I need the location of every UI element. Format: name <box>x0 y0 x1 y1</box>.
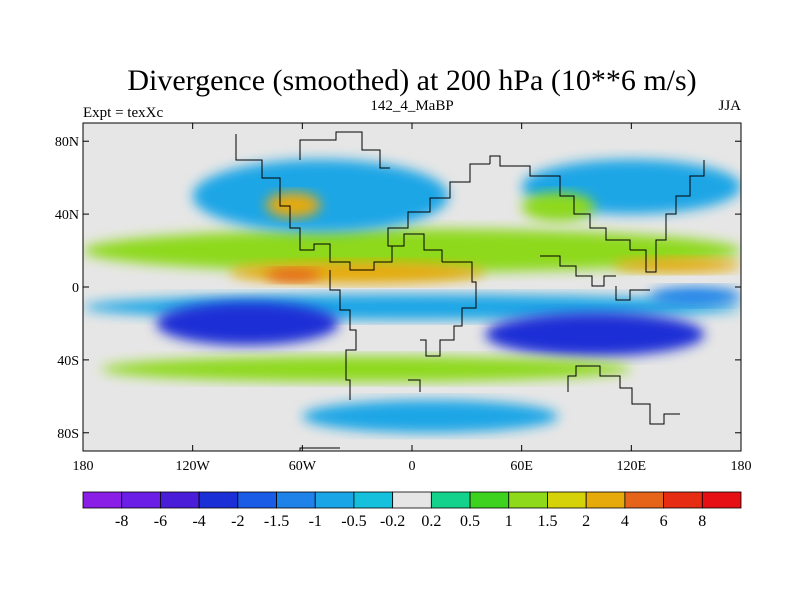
plot-area: 180 120W 60W 0 60E 120E 180 80N 40N 0 40S 80S <box>55 122 752 474</box>
x-tick-label-4: 60E <box>510 459 533 474</box>
colorbar-box-9 <box>430 491 471 509</box>
colorbar-label-1: -6 <box>154 513 167 530</box>
colorbar-label-11: 1.5 <box>537 513 557 530</box>
field-region-2 <box>485 312 705 357</box>
field-region-12 <box>521 192 595 222</box>
colorbar-label-14: 6 <box>660 513 668 530</box>
colorbar-box-3 <box>198 491 239 509</box>
colorbar: -8 -6 -4 -2 -1.5 -1 -0.5 -0.2 0.2 0.5 1 1.5 2 4 6 8 <box>82 491 742 530</box>
colorbar-label-3: -2 <box>231 513 244 530</box>
colorbar-label-8: 0.2 <box>421 513 441 530</box>
colorbar-box-0 <box>82 491 123 509</box>
y-tick-label-2: 0 <box>72 281 79 296</box>
colorbar-box-11 <box>508 491 548 509</box>
y-tick-label-4: 80S <box>57 427 79 442</box>
x-tick-label-0: 180 <box>73 459 94 474</box>
center-subtitle: 142_4_MaBP <box>370 98 453 114</box>
colorbar-label-4: -1.5 <box>264 513 289 530</box>
field-region-1 <box>156 301 339 346</box>
field-region-8 <box>302 399 559 433</box>
y-tick-label-0: 80N <box>55 135 79 150</box>
x-tick-label-6: 180 <box>731 459 752 474</box>
colorbar-label-6: -0.5 <box>341 513 366 530</box>
colorbar-box-10 <box>469 491 510 509</box>
field-region-13 <box>649 287 741 306</box>
colorbar-box-1 <box>121 491 161 509</box>
colorbar-label-9: 0.5 <box>460 513 480 530</box>
colorbar-box-15 <box>663 491 703 509</box>
chart-title: Divergence (smoothed) at 200 hPa (10**6 … <box>127 64 696 97</box>
field-region-11 <box>265 192 321 218</box>
colorbar-box-6 <box>314 491 355 509</box>
colorbar-label-0: -8 <box>115 513 128 530</box>
colorbar-box-7 <box>353 491 394 509</box>
colorbar-box-16 <box>701 491 742 509</box>
y-tick-label-3: 40S <box>57 354 79 369</box>
x-tick-label-2: 60W <box>289 459 317 474</box>
colorbar-box-5 <box>276 491 316 509</box>
colorbar-label-15: 8 <box>698 513 706 530</box>
x-tick-label-3: 0 <box>409 459 416 474</box>
colorbar-label-5: -1 <box>309 513 322 530</box>
colorbar-label-12: 2 <box>582 513 590 530</box>
colorbar-label-13: 4 <box>621 513 629 530</box>
divergence-field <box>83 159 741 433</box>
right-subtitle: JJA <box>718 98 741 114</box>
colorbar-label-10: 1 <box>505 513 513 530</box>
colorbar-box-4 <box>237 491 277 509</box>
field-region-5 <box>265 268 321 282</box>
x-tick-label-5: 120E <box>617 459 647 474</box>
field-region-3 <box>83 228 741 273</box>
x-tick-label-1: 120W <box>176 459 211 474</box>
field-region-6 <box>613 257 741 273</box>
colorbar-box-2 <box>160 491 200 509</box>
colorbar-box-13 <box>585 491 626 509</box>
field-region-7 <box>101 356 632 382</box>
x-axis: 180 120W 60W 0 60E 120E 180 <box>73 123 752 474</box>
colorbar-box-8 <box>392 491 432 509</box>
field-region-9 <box>192 159 449 233</box>
colorbar-box-14 <box>624 491 664 509</box>
coastlines <box>235 131 705 451</box>
colorbar-box-12 <box>547 491 587 509</box>
y-tick-label-1: 40N <box>55 208 79 223</box>
left-subtitle: Expt = texXc <box>83 105 163 121</box>
field-region-4 <box>229 261 486 284</box>
y-axis: 80N 40N 0 40S 80S <box>55 135 741 442</box>
colorbar-label-2: -4 <box>192 513 205 530</box>
colorbar-label-7: -0.2 <box>380 513 405 530</box>
